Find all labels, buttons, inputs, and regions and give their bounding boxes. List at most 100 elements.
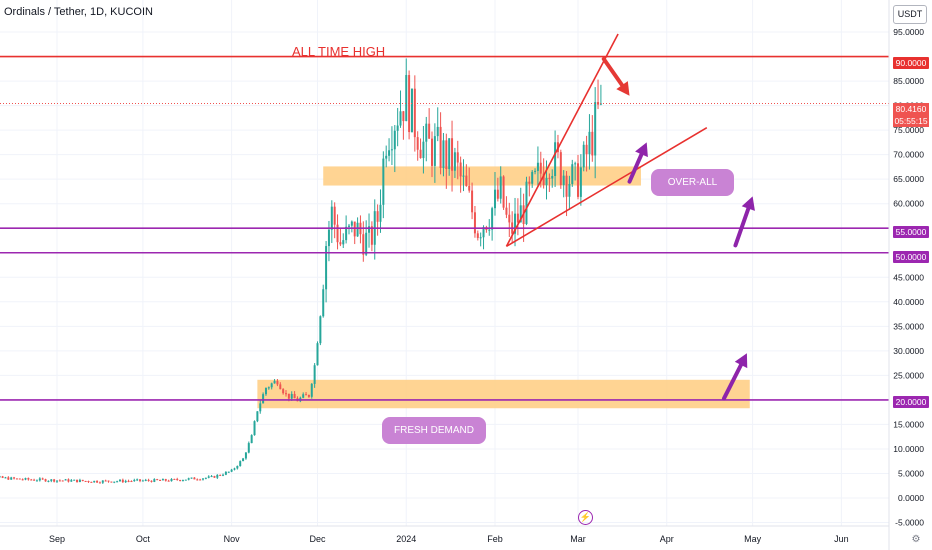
arrow-shaft [601, 57, 625, 88]
candle-body [393, 130, 396, 150]
candle-body [405, 75, 408, 122]
arrow-shaft [733, 206, 751, 248]
price-tick-label: 85.0000 [893, 76, 924, 86]
candle-body [399, 111, 402, 126]
candle-body [408, 75, 411, 133]
candle-body [13, 477, 16, 479]
candle-body [216, 474, 219, 478]
candle-body [365, 232, 368, 255]
bar-countdown: 05:55:15 [894, 116, 928, 126]
candle-body [81, 479, 84, 481]
candle-body [307, 394, 310, 397]
arrow-head [741, 196, 755, 211]
lightning-icon[interactable]: ⚡ [578, 510, 593, 525]
candle-body [116, 481, 119, 483]
candle-body [161, 479, 164, 481]
time-tick-label: Dec [309, 534, 326, 544]
candle-body [322, 289, 325, 317]
candle-body [267, 387, 270, 389]
candle-body [259, 403, 262, 412]
candle-body [370, 226, 373, 245]
candle-body [350, 221, 353, 226]
candle-body [282, 389, 285, 394]
candle-body [319, 316, 322, 344]
time-tick-label: Oct [136, 534, 151, 544]
candle-body [551, 176, 554, 179]
price-tick-label: 40.0000 [893, 297, 924, 307]
candle-body [376, 211, 379, 222]
candle-body [47, 480, 50, 482]
candle-body [548, 177, 551, 179]
candle-body [207, 476, 210, 478]
candle-body [422, 141, 425, 159]
candle-body [76, 479, 79, 483]
candle-body [368, 226, 371, 233]
candle-body [35, 480, 38, 482]
candle-body [445, 140, 448, 170]
candle-body [136, 479, 139, 481]
candle-body [270, 383, 273, 388]
candle-body [514, 213, 517, 234]
candle-body [493, 189, 496, 209]
candle-body [0, 476, 1, 478]
candle-body [545, 177, 548, 186]
candle-body [30, 479, 33, 481]
goto-realtime-icon[interactable]: ⚙ [911, 534, 921, 545]
candle-body [576, 163, 580, 197]
candle-body [574, 163, 577, 165]
candle-body [482, 227, 485, 238]
candle-body [453, 152, 456, 171]
candle-body [90, 481, 93, 483]
candle-body [505, 207, 508, 215]
candle-body [1, 476, 4, 478]
candle-body [436, 126, 439, 137]
candle-body [10, 477, 13, 480]
candle-body [339, 242, 342, 245]
candle-body [224, 471, 227, 475]
candle-body [176, 478, 179, 480]
symbol-title: Ordinals / Tether, 1D, KUCOIN [4, 6, 153, 18]
candle-body [410, 88, 413, 133]
candle-body [465, 175, 468, 186]
candle-body [302, 394, 305, 398]
candle-body [124, 480, 127, 483]
candle-body [597, 102, 600, 105]
candle-body [508, 214, 511, 223]
candle-body [127, 480, 130, 482]
candle-body [18, 478, 21, 480]
candle-body [201, 478, 204, 480]
price-tick-label: 30.0000 [893, 346, 924, 356]
candle-body [181, 480, 184, 482]
candle-body [190, 477, 193, 479]
candle-body [382, 158, 385, 205]
arrow-head [734, 353, 748, 369]
candle-body [330, 206, 333, 230]
candle-body [336, 224, 339, 243]
candle-body [113, 481, 116, 483]
candle-body [451, 138, 454, 171]
time-axis[interactable]: Sep Oct Nov Dec 2024 Feb Mar Apr May Jun [49, 534, 849, 544]
candle-body [562, 175, 565, 186]
candle-body [588, 131, 591, 155]
candle-body [139, 479, 142, 481]
candle-body [38, 478, 41, 481]
candle-body [55, 480, 59, 482]
price-tick-label: -5.0000 [895, 518, 924, 528]
candle-body [84, 480, 87, 482]
candle-body [502, 176, 505, 208]
candle-body [167, 480, 170, 482]
candle-body [273, 380, 276, 384]
time-tick-label: 2024 [396, 534, 416, 544]
candle-body [101, 480, 104, 483]
current-price-value: 80.4160 [895, 104, 927, 114]
candle-body [442, 140, 445, 168]
candle-body [253, 421, 256, 436]
candle-body [413, 88, 416, 138]
candle-body [244, 452, 247, 459]
candle-body [279, 384, 282, 390]
zone-rect [257, 379, 750, 409]
currency-button[interactable]: USDT [893, 5, 927, 24]
candle-body [290, 393, 293, 399]
candle-body [325, 246, 328, 290]
